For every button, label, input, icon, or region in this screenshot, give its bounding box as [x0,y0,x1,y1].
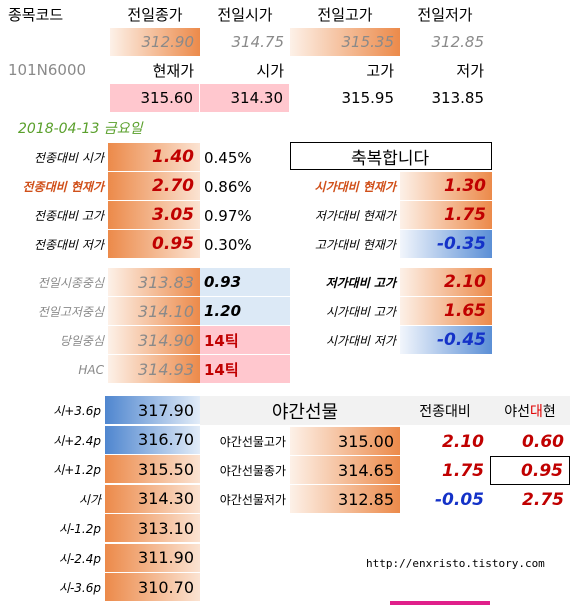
col-label: 야선 대 현 [490,396,570,425]
cur-label: 고가 [366,61,394,80]
row-label: 시가대비 현재가 [314,180,396,194]
level-label: 시+2.4p [53,433,101,448]
center-diff: 0.93 [200,268,290,296]
night-label: 야간선물저가 [219,493,286,507]
row-label: 고가대비 현재가 [314,238,396,252]
row-label: 전종대비 고가 [33,209,104,223]
prev-value: 312.85 [431,33,485,51]
row-label: 전종대비 저가 [33,238,104,252]
night-label: 야간선물종가 [219,464,286,478]
row-label: 저가대비 고가 [325,276,396,290]
col-label: 전종대비 [419,403,471,420]
night-vs-cur: 0.60 [522,431,564,452]
night-price: 312.85 [290,485,400,513]
prev-value: 315.35 [290,28,400,56]
center-diff: 14틱 [200,326,290,354]
diff-value: 3.05 [108,201,200,229]
level-label: 시-1.2p [58,522,101,536]
level-label: 시-3.6p [58,581,101,595]
pct-value: 0.97% [204,206,252,225]
night-price: 314.65 [290,456,400,484]
bottom-strip [390,601,490,605]
diff-value: 1.40 [108,143,200,171]
prev-label: 전일종가 [127,5,183,24]
open-value: 1.30 [400,172,492,200]
level-value: 311.90 [105,543,200,572]
level-label: 시+1.2p [53,463,101,477]
cur-value: 313.85 [431,89,485,107]
level-value: 316.70 [105,425,200,454]
center-diff: 1.20 [200,297,290,325]
center-label: 당일중심 [59,334,104,348]
night-band [200,396,570,425]
col-label-part: 야선 [504,403,530,420]
row-label: 시가대비 저가 [325,334,396,348]
center-value: 314.10 [108,297,200,325]
level-value: 314.30 [105,484,200,513]
cur-value: 315.95 [341,89,395,107]
message-box: 축복합니다 [290,142,492,170]
range-value: 1.65 [400,297,492,325]
pct-value: 0.86% [204,177,252,196]
cur-label: 현재가 [152,61,194,80]
night-vs-cur: 0.95 [490,456,570,485]
night-vs-prev: -0.05 [435,489,484,510]
night-title: 야간선물 [271,401,339,423]
night-vs-cur: 2.75 [522,489,564,510]
row-label: 전종대비 시가 [33,151,104,165]
pct-value: 0.45% [204,148,252,167]
cur-value: 315.60 [110,84,200,112]
level-label: 시+3.6p [53,404,101,418]
center-label: 전일시종중심 [37,276,104,290]
date: 2018-04-13 금요일 [18,121,143,137]
night-vs-prev: 1.75 [442,460,484,481]
pct-value: 0.30% [204,235,252,254]
center-label: HAC [78,362,104,377]
night-label: 야간선물고가 [219,435,286,449]
diff-value: 0.95 [108,230,200,258]
col-label-part: 현 [542,403,556,420]
prev-value: 314.75 [231,33,285,51]
level-value: 317.90 [105,396,200,424]
prev-label: 전일고가 [317,5,373,24]
row-label: 전종대비 현재가 [22,180,104,194]
center-value: 314.93 [108,355,200,383]
night-price: 315.00 [290,427,400,455]
code-label: 종목코드 [8,5,64,24]
center-value: 314.90 [108,326,200,354]
prev-label: 전일시가 [217,5,273,24]
prev-value: 312.90 [110,28,200,56]
row-label: 저가대비 현재가 [314,209,396,223]
level-value: 315.50 [105,455,200,483]
level-value: 313.10 [105,514,200,542]
night-vs-prev: 2.10 [442,431,484,452]
prev-label: 전일저가 [417,5,473,24]
range-value: -0.45 [400,326,492,354]
cur-label: 시가 [256,61,284,80]
row-label: 시가대비 고가 [325,305,396,319]
center-diff: 14틱 [200,355,290,383]
code: 101N6000 [8,61,87,79]
level-value: 310.70 [105,573,200,601]
open-value: -0.35 [400,230,492,258]
cur-label: 저가 [456,61,484,80]
level-label: 시-2.4p [58,551,101,566]
center-label: 전일고저중심 [37,305,104,319]
range-value: 2.10 [400,268,492,296]
diff-value: 2.70 [108,172,200,200]
open-value: 1.75 [400,201,492,229]
level-label: 시가 [78,492,101,507]
col-label-part: 대 [529,403,543,420]
url: http://enxristo.tistory.com [366,556,545,570]
cur-value: 314.30 [200,84,290,112]
center-value: 313.83 [108,268,200,296]
